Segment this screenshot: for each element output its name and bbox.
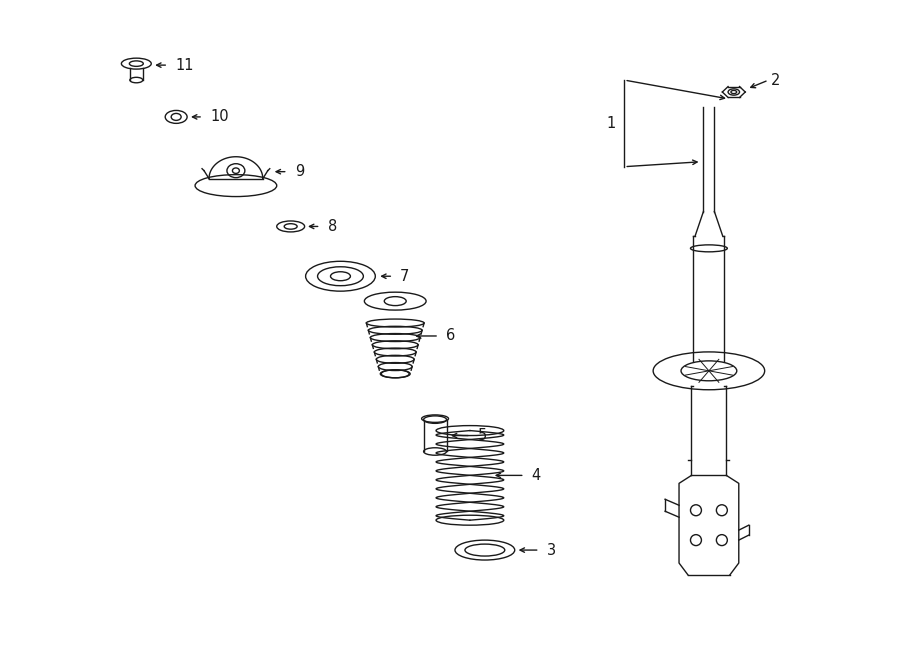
Text: 6: 6 xyxy=(446,329,455,344)
Text: 9: 9 xyxy=(294,164,304,179)
Text: 7: 7 xyxy=(400,269,410,284)
Text: 5: 5 xyxy=(478,428,487,443)
Text: 3: 3 xyxy=(546,543,555,558)
Text: 2: 2 xyxy=(770,73,780,87)
Text: 11: 11 xyxy=(176,58,194,73)
Text: 10: 10 xyxy=(210,110,229,124)
Text: 8: 8 xyxy=(328,219,337,234)
Text: 4: 4 xyxy=(532,468,541,483)
Text: 1: 1 xyxy=(607,116,616,131)
